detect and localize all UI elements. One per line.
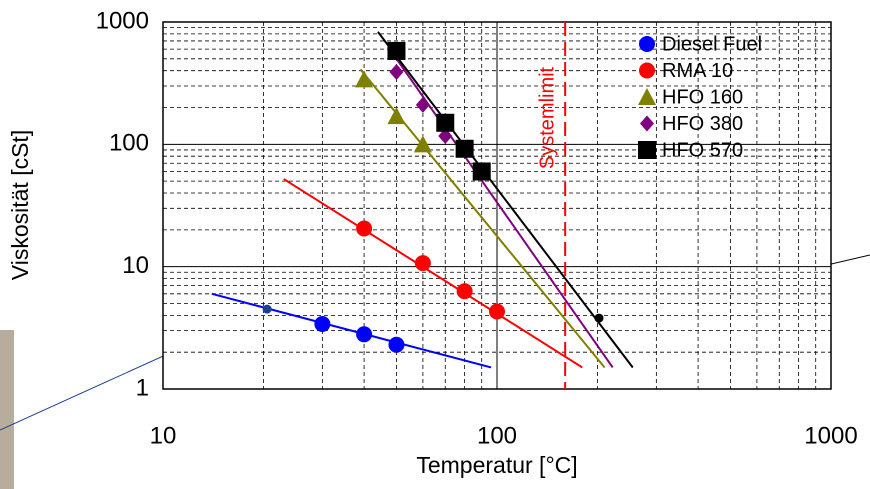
data-point: [456, 283, 473, 300]
data-point: [639, 62, 655, 79]
y-tick-label: 100: [109, 130, 149, 157]
y-tick-label: 1: [136, 374, 149, 401]
fit-line: [395, 58, 614, 369]
data-point: [413, 135, 432, 153]
y-axis-label: Viskosität [cSt]: [7, 130, 33, 280]
legend-label: HFO 380: [662, 113, 743, 135]
x-tick-label: 10: [150, 422, 177, 449]
legend-label: RMA 10: [662, 60, 733, 82]
data-point: [356, 326, 373, 343]
data-point: [415, 96, 430, 113]
data-point: [387, 41, 406, 60]
data-point: [472, 162, 491, 181]
data-point: [639, 36, 655, 52]
data-point: [638, 141, 656, 159]
fit-line: [211, 292, 492, 369]
photo-edge: [0, 330, 14, 489]
y-tick-label: 10: [122, 252, 149, 279]
data-point: [455, 139, 474, 158]
y-tick-label: 1000: [96, 7, 149, 34]
x-axis-label: Temperatur [°C]: [416, 452, 577, 478]
data-point: [640, 115, 654, 132]
data-point: [438, 127, 453, 144]
data-point: [314, 315, 331, 332]
data-point: [356, 220, 373, 237]
legend-label: HFO 570: [662, 139, 743, 161]
legend-label: Diesel Fuel: [662, 33, 762, 55]
data-point: [387, 107, 406, 125]
data-point: [355, 70, 374, 88]
data-point: [388, 336, 405, 353]
data-point: [389, 64, 404, 81]
x-tick-label: 100: [477, 422, 517, 449]
fit-line: [283, 178, 583, 369]
x-tick-label: 1000: [804, 422, 857, 449]
callout-point: [594, 313, 604, 323]
data-point: [638, 88, 656, 105]
fit-line: [377, 31, 634, 369]
data-point: [414, 255, 431, 272]
legend-label: HFO 160: [662, 86, 743, 108]
data-point: [489, 303, 505, 320]
limit-label: Systemlimit: [536, 66, 558, 169]
data-point: [436, 113, 455, 132]
callout-point: [262, 304, 272, 314]
plot-frame: [162, 21, 832, 390]
